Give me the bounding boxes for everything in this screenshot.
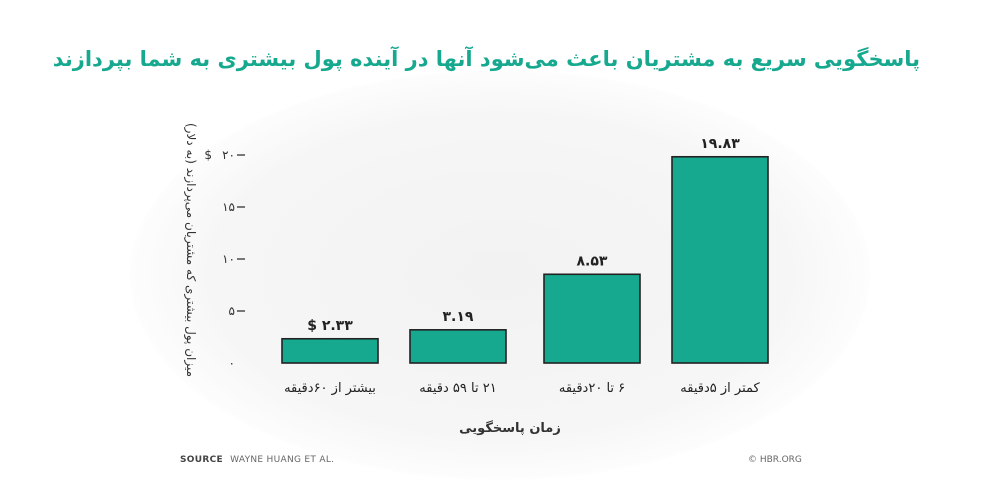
bar-value-label: ۳.۱۹ [443, 309, 474, 325]
y-tick-label: ۵ [229, 304, 235, 318]
bar [281, 337, 379, 364]
copyright: © HBR.ORG [748, 455, 802, 465]
bar [409, 329, 507, 364]
source-text: WAYNE HUANG ET AL. [230, 455, 335, 465]
x-tick-label: ۲۱ تا ۵۹ دقیقه [419, 381, 496, 396]
x-tick-label: بیشتر از ۶۰دقیقه [284, 381, 376, 396]
x-tick-label: کمتر از ۵دقیقه [680, 381, 760, 396]
y-tick-label: ۱۰ [222, 252, 235, 266]
y-axis-currency: $ [204, 148, 212, 162]
bar [543, 273, 641, 364]
y-tick-label: ۲۰ [222, 148, 235, 162]
y-tick-label: ۱۵ [222, 200, 235, 214]
chart-title: پاسخگویی سریع به مشتریان باعث می‌شود آنه… [52, 47, 920, 71]
source-note: SOURCE WAYNE HUANG ET AL. [180, 455, 334, 465]
x-tick-label: ۶ تا ۲۰دقیقه [559, 381, 625, 396]
bar [671, 155, 769, 364]
bar-value-label: $ ۲.۳۳ [307, 318, 353, 334]
bar-value-label: ۸.۵۳ [577, 253, 608, 269]
y-tick-label: ۰ [229, 356, 235, 370]
x-axis-label: زمان پاسخگویی [459, 421, 561, 436]
bar-value-label: ۱۹.۸۳ [700, 136, 740, 152]
source-label: SOURCE [180, 455, 223, 465]
